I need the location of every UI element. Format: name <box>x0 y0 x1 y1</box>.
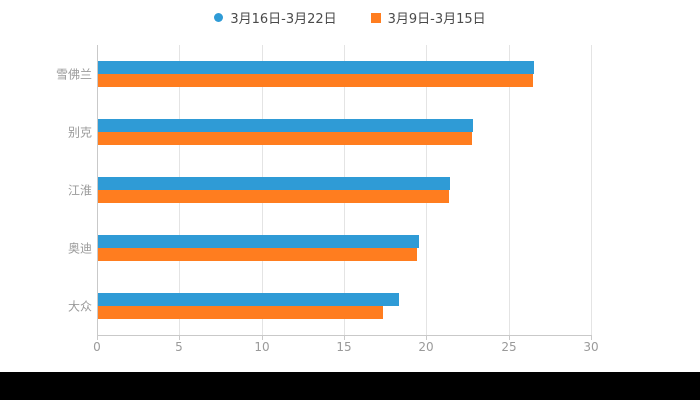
x-tick-label: 0 <box>93 340 101 354</box>
x-tick-label: 30 <box>583 340 599 354</box>
axis-tick <box>426 335 427 340</box>
chart-panel: 3月16日-3月22日 3月9日-3月15日 雪佛兰别克江淮奥迪大众 0 5 10 15… <box>0 0 700 372</box>
legend-item-1[interactable]: 3月9日-3月15日 <box>370 8 486 27</box>
axis-tick <box>262 335 263 340</box>
x-tick-label: 15 <box>336 340 352 354</box>
gridline <box>97 45 98 335</box>
bar-雪佛兰-series-1 <box>98 74 533 87</box>
axis-tick <box>179 335 180 340</box>
axis-tick <box>97 335 98 340</box>
legend: 3月16日-3月22日 3月9日-3月15日 <box>0 8 700 27</box>
category-label: 奥迪 <box>67 241 92 256</box>
plot-area <box>97 45 592 340</box>
bar-别克-series-0 <box>98 119 473 132</box>
axis-tick <box>344 335 345 340</box>
bar-江淮-series-1 <box>98 190 449 203</box>
legend-circle-marker-icon <box>214 13 224 22</box>
legend-square-marker-icon <box>370 12 381 23</box>
legend-label: 3月16日-3月22日 <box>230 12 337 27</box>
x-tick-label: 20 <box>418 340 434 354</box>
bar-奥迪-series-1 <box>98 248 417 261</box>
bar-别克-series-1 <box>98 132 472 145</box>
axis-tick <box>591 335 592 340</box>
category-label: 大众 <box>67 299 92 314</box>
bar-大众-series-1 <box>98 306 383 319</box>
category-label: 别克 <box>67 125 92 140</box>
x-tick-label: 10 <box>254 340 270 354</box>
legend-item-0[interactable]: 3月16日-3月22日 <box>214 8 337 27</box>
x-tick-label: 5 <box>175 340 183 354</box>
axis-tick <box>509 335 510 340</box>
gridline <box>509 45 510 335</box>
gridline <box>591 45 592 335</box>
bar-奥迪-series-0 <box>98 235 419 248</box>
category-label: 雪佛兰 <box>55 67 92 82</box>
category-label: 江淮 <box>67 183 92 198</box>
bar-大众-series-0 <box>98 293 399 306</box>
bar-雪佛兰-series-0 <box>98 61 534 74</box>
x-tick-label: 25 <box>501 340 517 354</box>
bar-江淮-series-0 <box>98 177 450 190</box>
legend-label: 3月9日-3月15日 <box>387 12 486 27</box>
